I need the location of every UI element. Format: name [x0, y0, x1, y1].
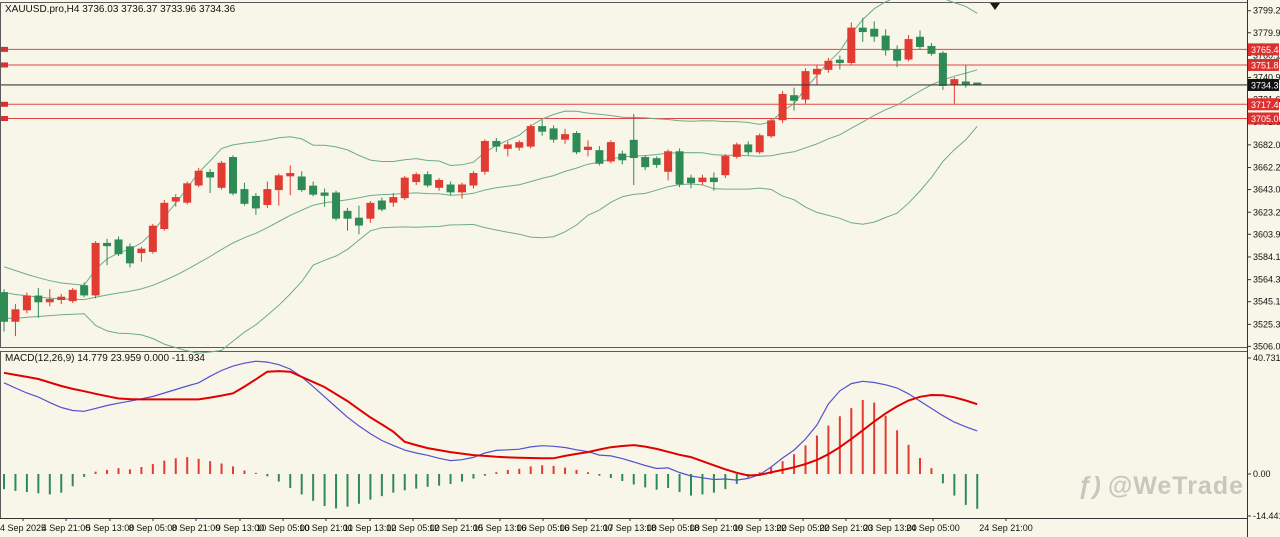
price-badge: 3751.83 [1248, 58, 1280, 71]
svg-text:3705.06: 3705.06 [1251, 114, 1280, 124]
svg-text:8 Sep 05:00: 8 Sep 05:00 [129, 523, 178, 533]
price-axis[interactable]: 3799.203779.953760.153740.903721.603701.… [1248, 6, 1280, 521]
chart-shift-marker-icon[interactable] [990, 3, 1000, 10]
svg-text:3643.00: 3643.00 [1253, 185, 1280, 195]
svg-text:3765.44: 3765.44 [1251, 45, 1280, 55]
svg-text:3603.95: 3603.95 [1253, 229, 1280, 239]
svg-text:16 Sep 05:00: 16 Sep 05:00 [516, 523, 570, 533]
price-badge: 3765.44 [1248, 43, 1280, 56]
svg-text:18 Sep 05:00: 18 Sep 05:00 [646, 523, 700, 533]
svg-text:15 Sep 13:00: 15 Sep 13:00 [473, 523, 527, 533]
svg-text:4 Sep 2025: 4 Sep 2025 [0, 523, 46, 533]
price-badge: 3705.06 [1248, 112, 1280, 125]
price-badge: 3734.36 [1248, 78, 1280, 91]
svg-text:3584.15: 3584.15 [1253, 252, 1280, 262]
svg-text:0.00: 0.00 [1253, 469, 1271, 479]
macd-line [3, 360, 978, 481]
bollinger-bands [3, 0, 978, 354]
horizontal-price-lines[interactable] [1, 46, 1247, 122]
svg-text:8 Sep 21:00: 8 Sep 21:00 [172, 523, 221, 533]
svg-text:11 Sep 13:00: 11 Sep 13:00 [344, 523, 397, 533]
svg-text:12 Sep 21:00: 12 Sep 21:00 [429, 523, 483, 533]
svg-text:40.731: 40.731 [1253, 353, 1280, 363]
macd-histogram [3, 399, 979, 509]
svg-text:-14.441: -14.441 [1253, 511, 1280, 521]
svg-text:19 Sep 13:00: 19 Sep 13:00 [733, 523, 787, 533]
svg-text:3717.49: 3717.49 [1251, 100, 1280, 110]
svg-text:23 Sep 13:00: 23 Sep 13:00 [863, 523, 917, 533]
svg-text:3760.15: 3760.15 [1253, 50, 1280, 60]
svg-text:3740.90: 3740.90 [1253, 72, 1280, 82]
macd-signal-line [3, 370, 978, 477]
svg-text:3525.30: 3525.30 [1253, 319, 1280, 329]
candles [0, 17, 982, 337]
svg-text:22 Sep 21:00: 22 Sep 21:00 [819, 523, 873, 533]
svg-text:3779.95: 3779.95 [1253, 28, 1280, 38]
svg-text:3734.36: 3734.36 [1251, 80, 1280, 90]
svg-text:24 Sep 21:00: 24 Sep 21:00 [979, 523, 1033, 533]
svg-text:22 Sep 05:00: 22 Sep 05:00 [776, 523, 830, 533]
svg-text:4 Sep 21:00: 4 Sep 21:00 [42, 523, 91, 533]
svg-text:24 Sep 05:00: 24 Sep 05:00 [906, 523, 960, 533]
svg-text:16 Sep 21:00: 16 Sep 21:00 [559, 523, 613, 533]
svg-text:18 Sep 21:00: 18 Sep 21:00 [689, 523, 743, 533]
svg-text:3662.25: 3662.25 [1253, 163, 1280, 173]
price-badge: 3717.49 [1248, 98, 1280, 111]
svg-text:5 Sep 13:00: 5 Sep 13:00 [86, 523, 135, 533]
svg-text:9 Sep 13:00: 9 Sep 13:00 [216, 523, 265, 533]
svg-text:3799.20: 3799.20 [1253, 6, 1280, 16]
svg-text:10 Sep 21:00: 10 Sep 21:00 [299, 523, 353, 533]
svg-text:3682.05: 3682.05 [1253, 140, 1280, 150]
svg-text:3751.83: 3751.83 [1251, 60, 1280, 70]
svg-text:10 Sep 05:00: 10 Sep 05:00 [256, 523, 310, 533]
svg-text:3506.05: 3506.05 [1253, 341, 1280, 351]
svg-text:3545.10: 3545.10 [1253, 297, 1280, 307]
svg-text:3564.35: 3564.35 [1253, 275, 1280, 285]
svg-text:12 Sep 05:00: 12 Sep 05:00 [386, 523, 440, 533]
svg-text:17 Sep 13:00: 17 Sep 13:00 [603, 523, 657, 533]
svg-text:3623.20: 3623.20 [1253, 207, 1280, 217]
